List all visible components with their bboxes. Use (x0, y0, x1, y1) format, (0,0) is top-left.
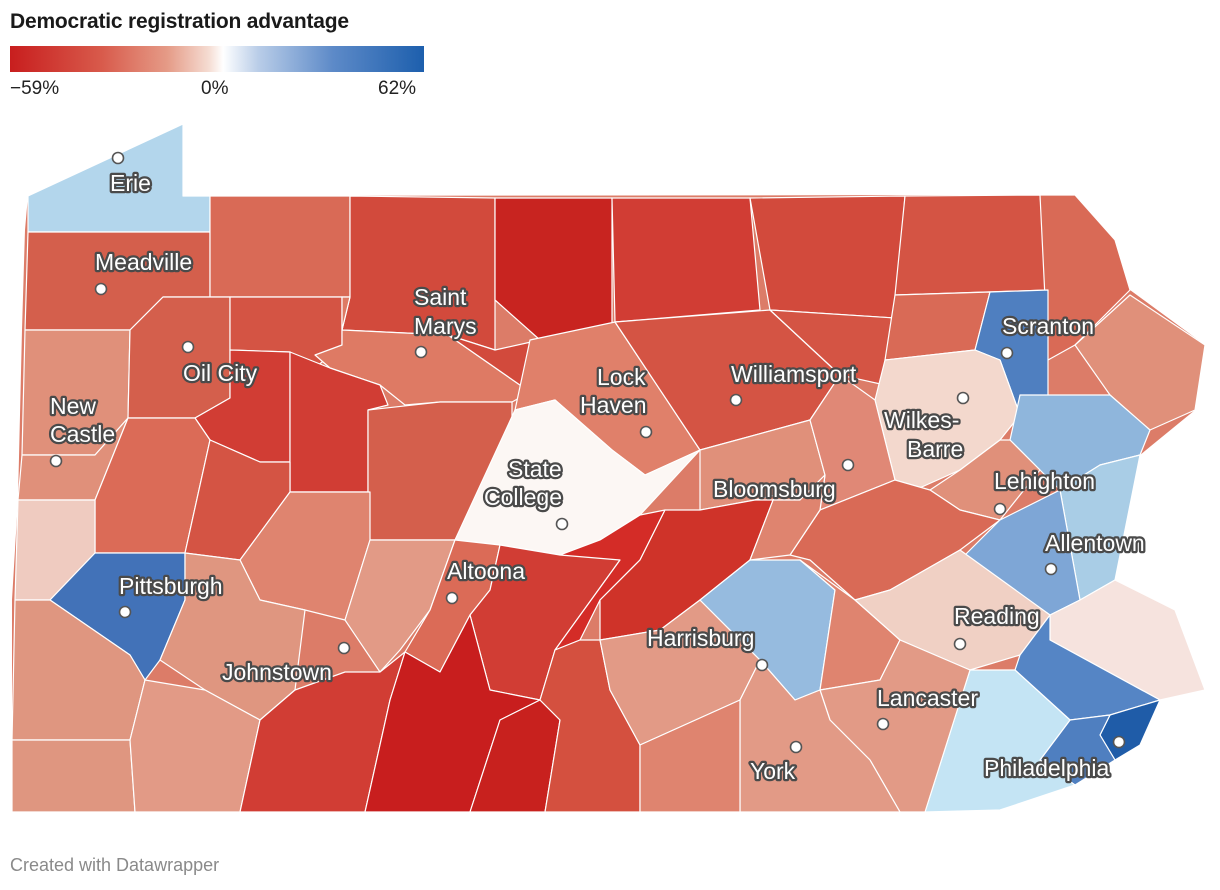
city-label-line: Castle (50, 421, 115, 447)
city-marker-dot (181, 340, 195, 354)
county-northumberland[interactable] (749, 474, 826, 561)
city-marker-dot (755, 658, 769, 672)
city-label-line: Lehighton (994, 468, 1095, 494)
city-marker-dot (993, 502, 1007, 516)
city-marker-dot (1000, 346, 1014, 360)
city-marker-dot (445, 591, 459, 605)
city-marker-dot (876, 717, 890, 731)
city-marker-dot (337, 641, 351, 655)
city-bloomsburg[interactable]: Bloomsburg (711, 458, 855, 504)
city-label-line: Reading (954, 603, 1040, 629)
county-chester[interactable] (924, 669, 1076, 813)
city-scranton[interactable]: Scranton (1000, 311, 1096, 360)
city-marker-dot (1044, 562, 1058, 576)
legend-mid-label: 0% (201, 78, 229, 99)
city-allentown[interactable]: Allentown (1043, 528, 1147, 576)
city-williamsport[interactable]: Williamsport (729, 359, 859, 407)
county-adams[interactable] (639, 699, 741, 813)
legend-max-label: 62% (378, 78, 417, 99)
city-lehighton[interactable]: Lehighton (992, 466, 1097, 516)
city-label-line: Allentown (1045, 530, 1145, 556)
city-pittsburgh[interactable]: Pittsburgh (117, 571, 225, 619)
city-label-line: Scranton (1002, 313, 1094, 339)
city-label-line: Lock (597, 364, 646, 390)
city-erie[interactable]: Erie (108, 151, 153, 198)
city-label-line: Harrisburg (647, 625, 754, 651)
city-marker-dot (953, 637, 967, 651)
city-york[interactable]: York (748, 740, 803, 786)
city-label-line: Philadelphia (984, 755, 1110, 781)
county-bedford[interactable] (364, 614, 541, 813)
city-marker-dot (111, 151, 125, 165)
city-lock-haven[interactable]: Lock Haven (578, 362, 653, 439)
city-harrisburg[interactable]: Harrisburg (645, 623, 769, 672)
city-oil-city[interactable]: Oil City (181, 340, 260, 388)
city-saint-marys[interactable]: Saint Marys (412, 282, 479, 359)
city-label-line: Oil City (183, 360, 258, 386)
city-meadville[interactable]: Meadville (93, 247, 194, 296)
city-label-line: Johnstown (222, 659, 332, 685)
county-tioga[interactable] (611, 197, 761, 323)
city-label-line: Saint (414, 284, 467, 310)
city-philadelphia[interactable]: Philadelphia (982, 735, 1126, 783)
city-marker-dot (555, 517, 569, 531)
city-lancaster[interactable]: Lancaster (875, 683, 981, 731)
city-marker-dot (49, 454, 63, 468)
footer-credit: Created with Datawrapper (10, 855, 220, 875)
city-label-line: Meadville (95, 249, 192, 275)
county-york[interactable] (739, 659, 901, 813)
city-label-line: Lancaster (877, 685, 978, 711)
city-marker-dot (639, 425, 653, 439)
city-label-line: College (484, 484, 562, 510)
city-state-college[interactable]: State College (482, 454, 569, 531)
city-johnstown[interactable]: Johnstown (220, 641, 351, 687)
legend-title: Democratic registration advantage (10, 10, 349, 33)
city-label-line: State (508, 456, 562, 482)
city-wilkes-barre[interactable]: Wilkes- Barre (882, 391, 970, 464)
city-label-line: York (750, 758, 796, 784)
city-marker-dot (956, 391, 970, 405)
city-marker-dot (1112, 735, 1126, 749)
city-label-line: Haven (580, 392, 646, 418)
city-marker-dot (94, 282, 108, 296)
city-label-line: Erie (110, 170, 151, 196)
city-new-castle[interactable]: New Castle (48, 391, 117, 468)
city-label-line: Altoona (447, 558, 525, 584)
city-label-line: New (50, 393, 96, 419)
city-label-line: Barre (907, 436, 963, 462)
color-scale-bar (10, 46, 424, 72)
city-marker-dot (414, 345, 428, 359)
city-altoona[interactable]: Altoona (445, 556, 527, 605)
city-label-line: Marys (414, 313, 477, 339)
city-marker-dot (118, 605, 132, 619)
city-label-line: Pittsburgh (119, 573, 223, 599)
city-marker-dot (789, 740, 803, 754)
city-label-line: Williamsport (731, 361, 857, 387)
city-label-line: Wilkes- (884, 407, 959, 433)
city-marker-dot (729, 393, 743, 407)
city-label-line: Bloomsburg (713, 476, 836, 502)
city-marker-dot (841, 458, 855, 472)
city-reading[interactable]: Reading (952, 601, 1042, 651)
legend-min-label: −59% (10, 78, 60, 99)
